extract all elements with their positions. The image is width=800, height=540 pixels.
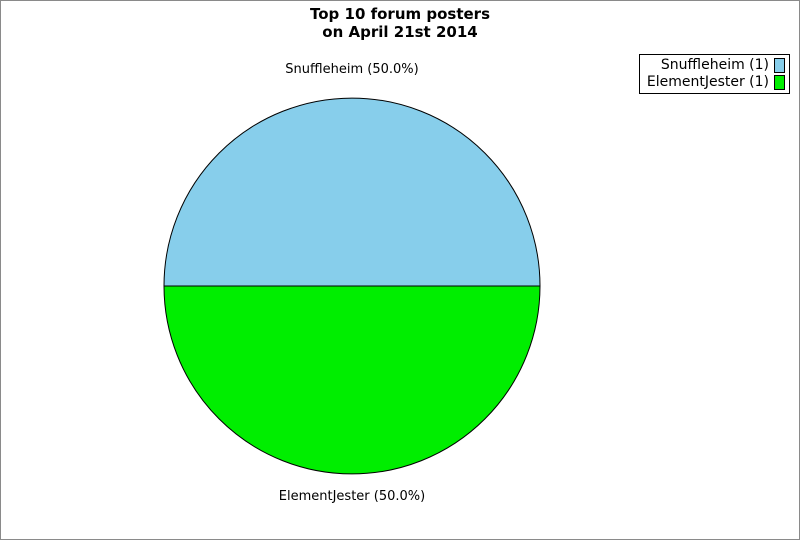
legend-label-elementjester: ElementJester (1) [646,74,769,90]
pie-chart [163,97,541,475]
pie-slice-snuffleheim [163,97,541,287]
legend-swatch-elementjester [774,75,785,90]
legend-swatch-snuffleheim [774,58,785,73]
legend-item-elementjester: ElementJester (1) [647,74,785,91]
pie-slice-elementjester [163,285,541,475]
legend: Snuffleheim (1) ElementJester (1) [638,54,790,94]
chart-title: Top 10 forum posters on April 21st 2014 [1,5,799,41]
slice-label-snuffleheim: Snuffleheim (50.0%) [285,62,419,77]
chart-title-line2: on April 21st 2014 [322,23,478,41]
chart-title-line1: Top 10 forum posters [310,5,490,23]
legend-label-snuffleheim: Snuffleheim (1) [660,57,769,73]
legend-item-snuffleheim: Snuffleheim (1) [647,57,785,74]
slice-label-elementjester: ElementJester (50.0%) [278,489,426,504]
